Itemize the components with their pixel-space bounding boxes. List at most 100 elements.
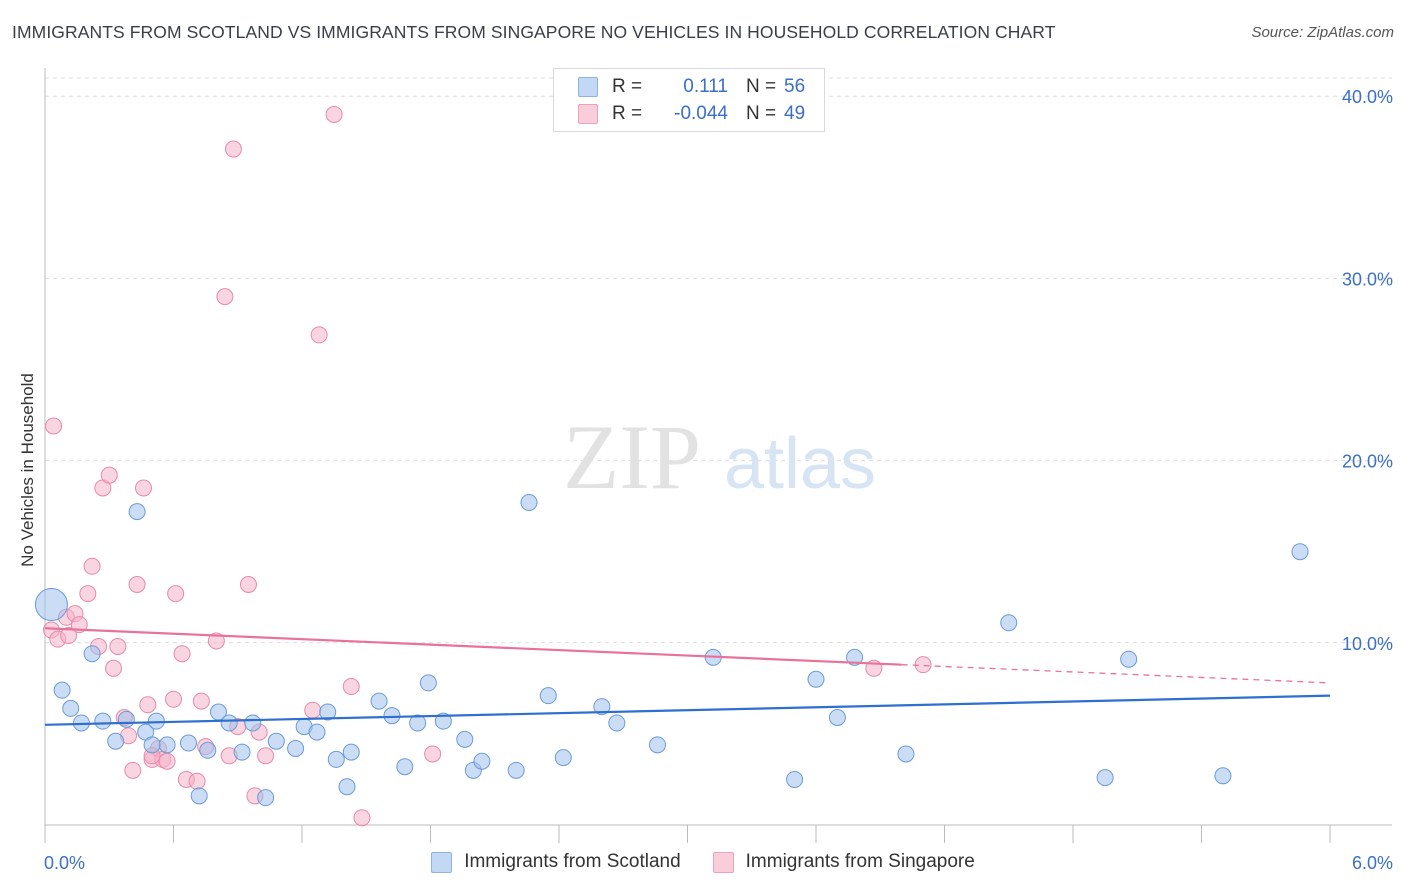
data-point [224, 140, 242, 158]
series-legend-singapore[interactable]: Immigrants from Singapore [712, 851, 975, 873]
data-point [1291, 543, 1309, 561]
legend-n-label: N = [746, 76, 777, 97]
data-point [128, 503, 146, 521]
trend-line-scotland [44, 694, 1331, 726]
data-point [239, 576, 257, 594]
data-point [319, 703, 337, 721]
data-point [807, 670, 825, 688]
data-point [342, 678, 360, 696]
data-point [128, 576, 146, 594]
data-point [135, 479, 153, 497]
chart-title: IMMIGRANTS FROM SCOTLAND VS IMMIGRANTS F… [12, 22, 1056, 42]
data-point [60, 627, 78, 645]
data-point [79, 585, 97, 603]
data-point [1000, 614, 1018, 632]
data-point [520, 494, 538, 512]
series-label-singapore: Immigrants from Singapore [745, 851, 975, 872]
data-point [45, 417, 63, 435]
data-point [325, 105, 343, 123]
legend-r-value: -0.044 [674, 103, 728, 124]
data-point [304, 701, 322, 719]
series-label-scotland: Immigrants from Scotland [464, 851, 681, 872]
data-point [173, 645, 191, 663]
data-point [257, 747, 275, 765]
data-point [338, 778, 356, 796]
data-point [456, 730, 474, 748]
axes [44, 68, 1392, 843]
data-point [107, 732, 125, 750]
data-point [327, 750, 345, 768]
data-point [419, 674, 437, 692]
data-point [165, 690, 182, 708]
data-point [216, 288, 234, 306]
x-tick-label-min: 0.0% [44, 853, 85, 873]
data-point [190, 787, 208, 805]
data-point [124, 761, 142, 779]
correlation-legend: R = 0.111 N = 56 R = -0.044 N = 49 [553, 68, 825, 132]
watermark: ZIP atlas [563, 406, 876, 508]
data-point [109, 637, 127, 655]
data-point [199, 741, 217, 759]
data-point [409, 714, 427, 732]
data-point [179, 734, 197, 752]
data-point [192, 692, 210, 710]
source-label: Source: ZipAtlas.com [1251, 24, 1394, 41]
legend-n-value: 49 [784, 103, 806, 124]
legend-n-label: N = [746, 103, 777, 124]
legend-r-label: R = [612, 103, 643, 124]
data-point [310, 326, 328, 344]
gridlines [45, 77, 1392, 644]
data-point [554, 749, 572, 767]
series-legend-scotland[interactable]: Immigrants from Scotland [431, 851, 681, 873]
legend-swatch-singapore [578, 104, 598, 124]
y-tick-label: 10.0% [1342, 634, 1393, 654]
data-point [914, 656, 932, 674]
legend-row-scotland: R = 0.111 N = 56 [578, 74, 805, 100]
data-point [434, 712, 452, 730]
watermark-atlas: atlas [724, 424, 876, 504]
trend-line-singapore [44, 627, 902, 666]
series-swatch-scotland [431, 851, 453, 873]
data-point [370, 692, 388, 710]
data-point [353, 809, 371, 827]
x-tick-label-max: 6.0% [1352, 853, 1393, 873]
data-point [897, 745, 915, 763]
data-point [257, 789, 275, 807]
legend-n-value: 56 [784, 76, 806, 97]
trend-line-singapore-extension [901, 664, 1331, 684]
data-point [158, 752, 176, 770]
data-point [105, 659, 123, 677]
data-point [608, 714, 626, 732]
data-point [846, 648, 864, 666]
data-point [139, 696, 157, 714]
y-tick-label: 20.0% [1342, 452, 1393, 472]
y-axis-label: No Vehicles in Household [18, 373, 37, 567]
series-legend: Immigrants from Scotland Immigrants from… [0, 851, 1406, 873]
data-point [244, 714, 262, 732]
legend-r-label: R = [612, 76, 643, 97]
data-point [207, 632, 225, 650]
data-point [267, 732, 285, 750]
data-point [383, 707, 401, 725]
data-point [220, 714, 238, 732]
data-point [117, 710, 135, 728]
legend-row-singapore: R = -0.044 N = 49 [578, 101, 805, 127]
data-point [53, 681, 71, 699]
data-point [94, 712, 112, 730]
trend-lines [44, 627, 1331, 726]
data-point [143, 736, 161, 754]
data-point [342, 743, 360, 761]
data-point [287, 739, 305, 757]
data-point [649, 736, 667, 754]
data-point [828, 709, 846, 727]
legend-r-value: 0.111 [683, 76, 728, 97]
data-point [83, 557, 101, 575]
data-point [1214, 767, 1232, 785]
y-tick-label: 40.0% [1342, 87, 1393, 107]
data-point [167, 585, 185, 603]
data-point [1096, 769, 1114, 787]
data-point [507, 761, 525, 779]
data-point [83, 645, 101, 663]
data-point [1120, 650, 1138, 668]
